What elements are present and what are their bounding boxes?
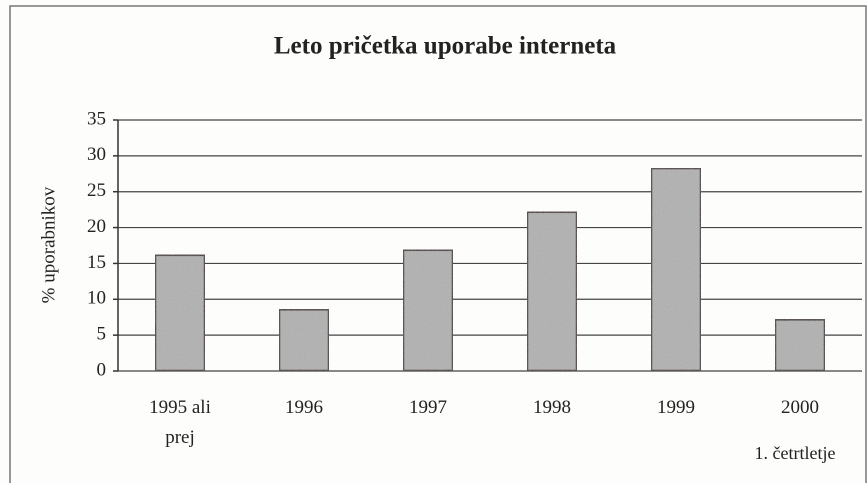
bar [525,210,579,373]
x-tick-label: 2000 [781,397,819,418]
bar [649,166,703,373]
chart-title: Leto pričetka uporabe interneta [274,33,617,60]
bar [277,308,331,373]
y-tick-label: 10 [87,288,106,309]
y-tick-label: 0 [97,359,107,380]
y-tick-label: 5 [97,324,107,345]
y-tick-label: 20 [87,216,106,237]
x-tick-label: 1998 [533,397,571,418]
x-tick-label: 1995 ali prej [149,397,211,448]
x-tick-label: 1996 [285,397,323,418]
x-tick-label: 1999 [657,397,695,418]
y-tick-label: 25 [87,180,106,201]
annotation: 1. četrtletje [755,443,836,463]
y-tick-label: 15 [87,252,106,273]
bar [153,253,207,373]
bar [401,248,455,373]
bar [773,318,827,373]
chart-border [9,5,867,483]
y-axis-label: % uporabnikov [38,186,59,303]
y-tick-label: 30 [87,144,106,165]
x-tick-label: 1997 [409,397,447,418]
y-tick-label: 35 [87,108,106,129]
